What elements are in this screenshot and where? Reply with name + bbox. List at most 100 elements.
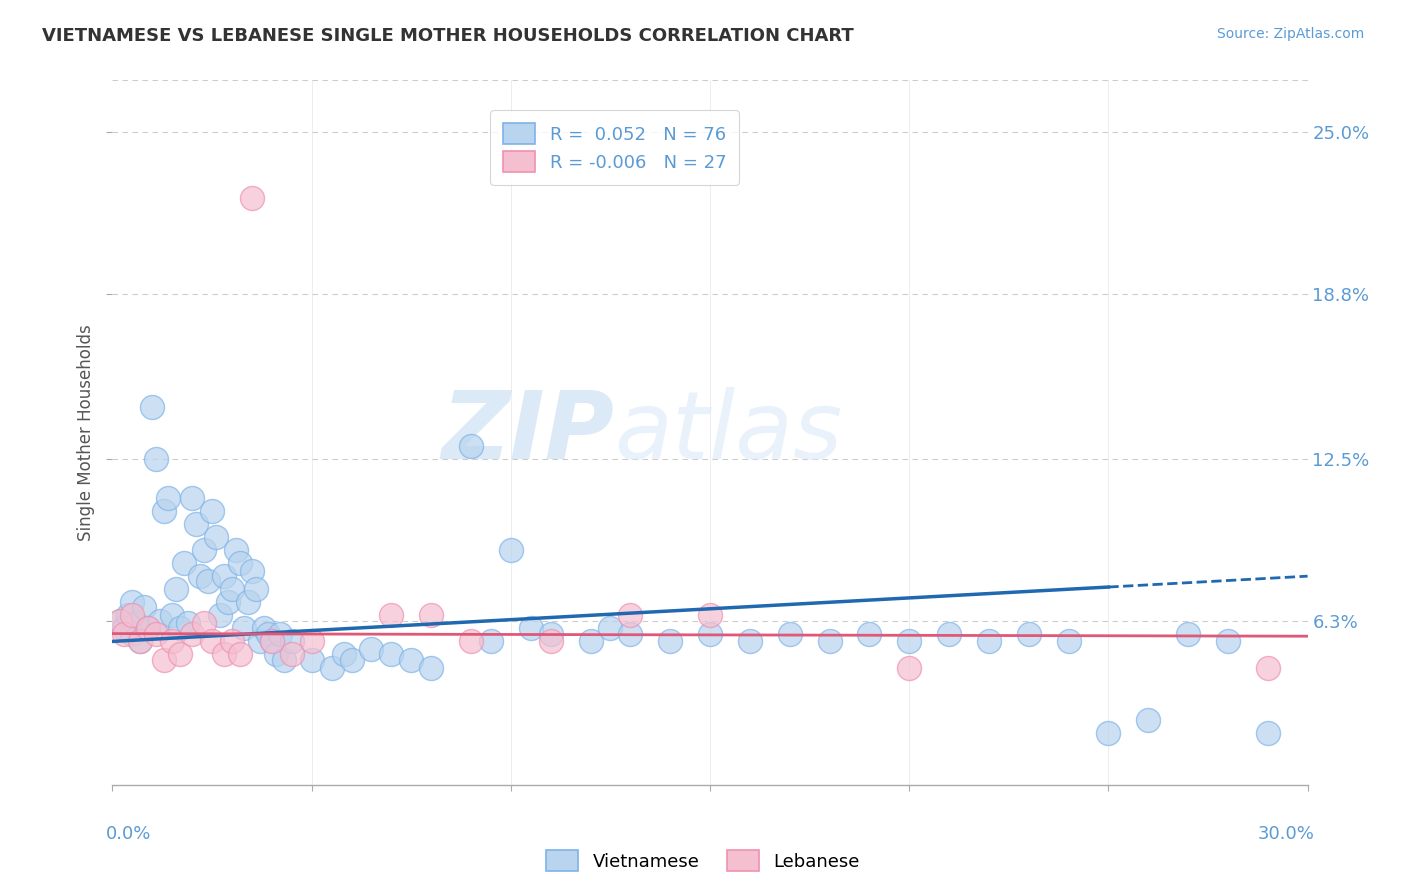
Point — [301, 634, 323, 648]
Point — [281, 648, 304, 662]
Point — [138, 621, 160, 635]
Point — [1057, 634, 1080, 648]
Point — [269, 626, 291, 640]
Text: Source: ZipAtlas.com: Source: ZipAtlas.com — [1216, 27, 1364, 41]
Point — [145, 626, 167, 640]
Point — [233, 621, 256, 635]
Point — [1257, 725, 1279, 739]
Point — [153, 653, 176, 667]
Point — [420, 660, 443, 674]
Point — [186, 516, 208, 531]
Point — [898, 634, 921, 648]
Point — [599, 621, 621, 635]
Point — [321, 660, 343, 674]
Point — [257, 626, 280, 640]
Point — [229, 648, 252, 662]
Point — [181, 491, 204, 505]
Point — [110, 614, 132, 628]
Point — [520, 621, 543, 635]
Point — [699, 626, 721, 640]
Point — [1137, 713, 1160, 727]
Point — [197, 574, 219, 589]
Point — [188, 569, 211, 583]
Point — [380, 648, 402, 662]
Point — [134, 600, 156, 615]
Point — [1097, 725, 1119, 739]
Point — [212, 648, 235, 662]
Point — [121, 595, 143, 609]
Point — [117, 608, 139, 623]
Text: 0.0%: 0.0% — [105, 825, 150, 843]
Text: atlas: atlas — [614, 387, 842, 478]
Text: 30.0%: 30.0% — [1258, 825, 1315, 843]
Point — [260, 634, 283, 648]
Point — [273, 653, 295, 667]
Point — [201, 504, 224, 518]
Point — [153, 504, 176, 518]
Point — [193, 616, 215, 631]
Point — [129, 634, 152, 648]
Point — [738, 634, 761, 648]
Point — [659, 634, 682, 648]
Point — [193, 543, 215, 558]
Point — [938, 626, 960, 640]
Point — [818, 634, 841, 648]
Point — [460, 634, 482, 648]
Point — [253, 621, 276, 635]
Point — [699, 608, 721, 623]
Point — [169, 648, 191, 662]
Point — [479, 634, 502, 648]
Point — [340, 653, 363, 667]
Y-axis label: Single Mother Households: Single Mother Households — [77, 325, 96, 541]
Point — [249, 634, 271, 648]
Point — [114, 626, 135, 640]
Point — [240, 564, 263, 578]
Point — [380, 608, 402, 623]
Point — [1177, 626, 1199, 640]
Point — [138, 621, 160, 635]
Point — [205, 530, 228, 544]
Point — [169, 621, 191, 635]
Point — [1018, 626, 1040, 640]
Point — [779, 626, 801, 640]
Point — [540, 634, 562, 648]
Point — [301, 653, 323, 667]
Point — [141, 400, 163, 414]
Point — [540, 626, 562, 640]
Legend: R =  0.052   N = 76, R = -0.006   N = 27: R = 0.052 N = 76, R = -0.006 N = 27 — [491, 111, 738, 185]
Point — [858, 626, 880, 640]
Point — [173, 556, 195, 570]
Point — [212, 569, 235, 583]
Point — [1257, 660, 1279, 674]
Point — [114, 621, 135, 635]
Text: ZIP: ZIP — [441, 386, 614, 479]
Point — [157, 491, 180, 505]
Point — [209, 608, 232, 623]
Point — [264, 648, 287, 662]
Point — [579, 634, 602, 648]
Point — [240, 191, 263, 205]
Point — [619, 626, 641, 640]
Point — [217, 595, 239, 609]
Point — [898, 660, 921, 674]
Point — [225, 543, 247, 558]
Point — [145, 451, 167, 466]
Point — [221, 582, 243, 597]
Point — [977, 634, 1000, 648]
Point — [619, 608, 641, 623]
Point — [149, 614, 172, 628]
Point — [125, 616, 148, 631]
Legend: Vietnamese, Lebanese: Vietnamese, Lebanese — [538, 843, 868, 879]
Point — [121, 626, 143, 640]
Point — [1216, 634, 1239, 648]
Point — [129, 634, 152, 648]
Point — [162, 608, 183, 623]
Point — [121, 608, 143, 623]
Point — [165, 582, 187, 597]
Point — [420, 608, 443, 623]
Text: VIETNAMESE VS LEBANESE SINGLE MOTHER HOUSEHOLDS CORRELATION CHART: VIETNAMESE VS LEBANESE SINGLE MOTHER HOU… — [42, 27, 853, 45]
Point — [360, 642, 382, 657]
Point — [229, 556, 252, 570]
Point — [181, 626, 204, 640]
Point — [201, 634, 224, 648]
